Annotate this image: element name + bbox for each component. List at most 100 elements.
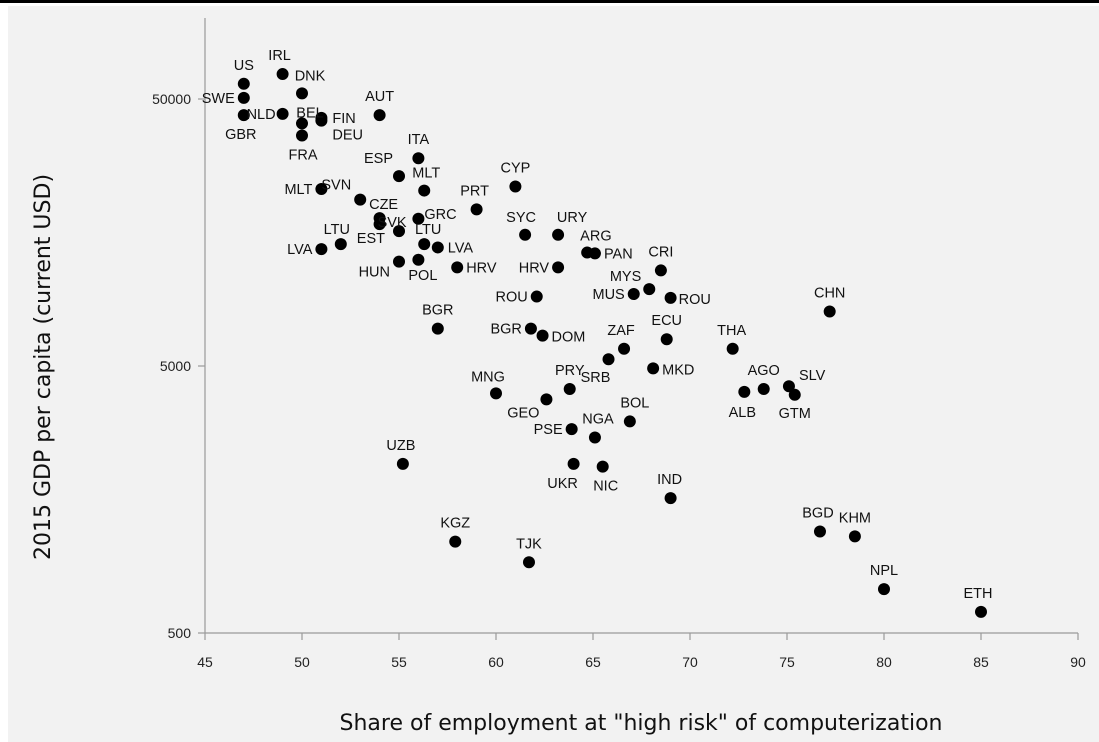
data-point [563,383,576,396]
point-label: ROU [496,290,528,306]
point-label: SRB [581,370,611,386]
point-label: BGD [802,505,833,521]
data-point [237,109,250,122]
point-label: PRY [555,363,585,379]
point-label: DOM [552,330,586,346]
point-label: AGO [748,363,780,379]
point-label: HUN [359,265,390,281]
point-label: TJK [516,536,542,552]
data-point [664,492,677,505]
data-point [396,457,409,470]
data-point [451,261,464,274]
data-point [490,387,502,400]
data-point [237,77,250,90]
point-label: CRI [648,244,673,260]
point-label: UKR [547,476,578,492]
point-label: ECU [651,313,682,329]
data-point [393,255,405,268]
data-point [647,362,660,375]
data-point [530,290,543,303]
data-point [393,170,405,183]
data-point [848,530,861,543]
point-label: EST [357,231,385,247]
data-point [813,525,826,538]
y-tick-label: 500 [168,625,192,641]
data-point [373,218,386,231]
point-label: GRC [424,207,456,223]
point-label: MKD [662,362,694,378]
data-point [788,388,801,401]
point-label: LVA [287,242,313,258]
data-point [823,305,836,318]
data-point [654,264,667,277]
point-label: DNK [295,68,326,84]
data-point [509,180,522,193]
point-label: SYC [506,210,536,226]
data-point [393,225,405,238]
point-label: HRV [519,260,550,276]
data-point [588,431,601,444]
data-point [315,183,328,196]
data-point [418,184,431,197]
point-label: ALB [729,405,756,421]
data-point [470,203,483,216]
data-point [522,556,535,569]
data-point [567,457,580,470]
point-label: LVA [448,240,474,256]
point-label: URY [557,210,588,226]
point-label: CZE [369,197,398,213]
x-tick-label: 55 [391,654,407,670]
data-point [412,212,425,225]
point-label: ESP [364,151,393,167]
point-label: GTM [779,406,811,422]
point-label: IND [657,472,682,488]
y-tick-label: 50000 [152,91,191,107]
data-point [552,261,565,274]
point-label: US [234,58,254,74]
point-label: KGZ [440,516,470,532]
plot-panel [8,6,1099,742]
data-point [552,228,565,241]
data-point [412,152,425,165]
data-point [524,322,537,335]
point-label: PRT [460,183,489,199]
data-point [315,243,328,256]
point-label: CYP [500,161,530,177]
point-label: FRA [289,147,318,163]
data-point [276,68,289,81]
x-tick-label: 90 [1070,654,1086,670]
data-point [536,329,549,342]
point-label: DEU [332,128,363,144]
point-label: HRV [466,260,497,276]
point-label: BGR [490,322,521,338]
x-tick-label: 80 [876,654,892,670]
point-label: BGR [422,303,453,319]
data-point [782,380,795,393]
point-label: MNG [471,369,505,385]
point-label: BEL [296,105,323,121]
point-label: MUS [593,287,625,303]
data-point [334,238,347,251]
data-point [627,288,640,301]
point-label: FIN [332,111,355,127]
data-point [596,460,609,473]
data-point [519,228,532,241]
data-point [618,342,631,355]
point-label: MYS [610,269,641,285]
data-point [623,415,636,428]
point-label: ZAF [607,323,635,339]
point-label: LTU [415,222,441,238]
data-point [431,322,444,335]
data-points [237,68,987,618]
x-tick-label: 85 [973,654,989,670]
point-label: BOL [620,395,649,411]
top-rule [0,0,1099,3]
x-tick-label: 45 [197,654,213,670]
point-label: PSE [534,422,563,438]
point-label: NPL [870,563,898,579]
x-tick-label: 75 [779,654,795,670]
data-point [418,238,431,251]
point-label: THA [717,323,746,339]
data-point [237,91,250,104]
